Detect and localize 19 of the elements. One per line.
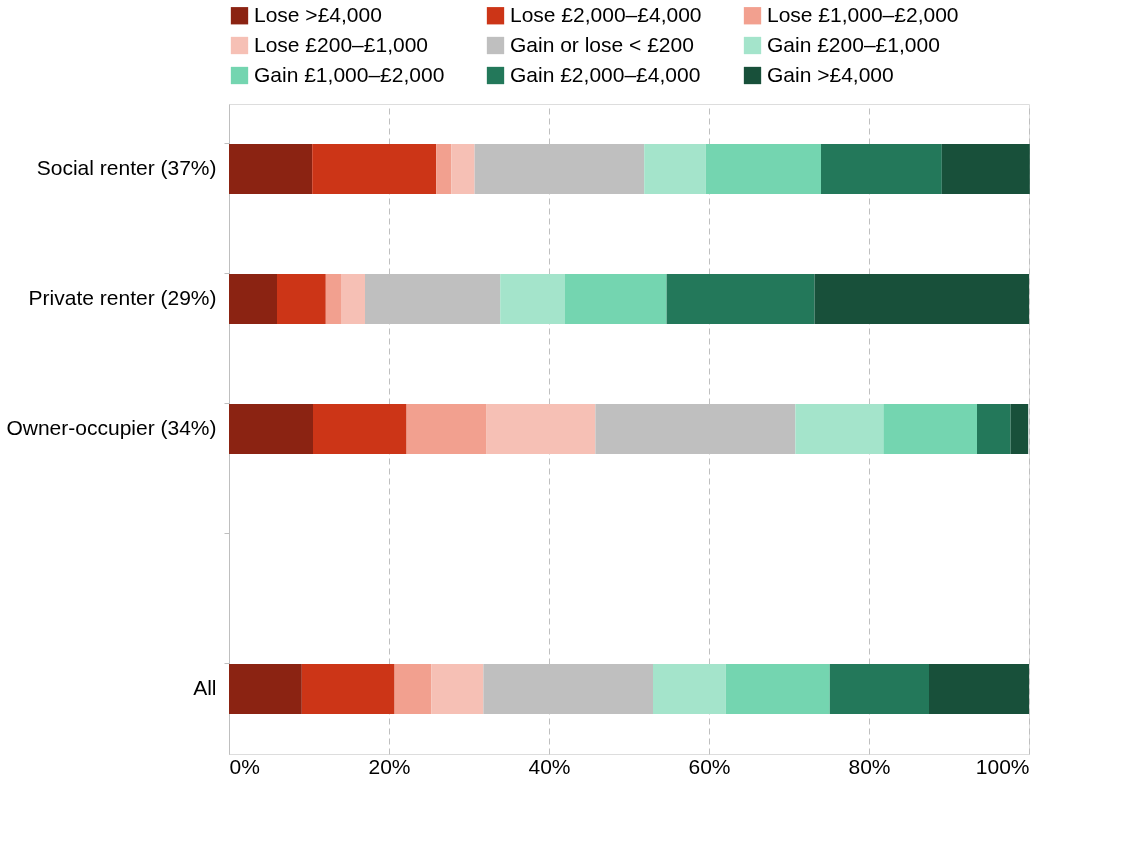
x-tick-label: 100%: [975, 754, 1030, 778]
legend-label: Gain or lose < £200: [510, 32, 694, 56]
y-tick-label: Owner-occupier (34%): [6, 416, 217, 439]
legend-label: Lose £1,000–£2,000: [767, 2, 959, 26]
x-tick-label: 60%: [688, 754, 731, 778]
legend-label: Lose >£4,000: [254, 2, 382, 26]
y-tick-label: Social renter (37%): [36, 156, 217, 179]
legend-label: Gain £2,000–£4,000: [510, 62, 701, 86]
legend-label: Lose £2,000–£4,000: [510, 2, 702, 26]
legend-label: Gain £200–£1,000: [767, 32, 940, 56]
y-tick-label: Private renter (29%): [28, 286, 217, 309]
x-tick-label: 80%: [848, 754, 891, 778]
y-tick-label: All: [193, 676, 217, 699]
x-tick-label: 20%: [368, 754, 411, 778]
x-tick-label: 40%: [528, 754, 571, 778]
legend-label: Gain >£4,000: [767, 62, 894, 86]
legend-label: Lose £200–£1,000: [254, 32, 428, 56]
legend-label: Gain £1,000–£2,000: [254, 62, 445, 86]
x-tick-label: 0%: [229, 754, 260, 778]
